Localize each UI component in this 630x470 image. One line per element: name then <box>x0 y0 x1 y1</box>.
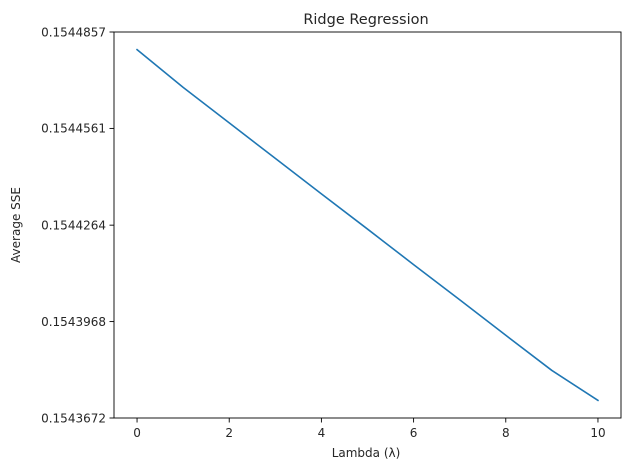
plot-frame <box>113 31 622 419</box>
y-tick-label: 0.1544857 <box>41 25 106 39</box>
plot-area <box>114 32 621 418</box>
y-tick-label: 0.1544561 <box>41 122 106 136</box>
x-tick-label: 8 <box>502 426 510 440</box>
y-tick-label: 0.1544264 <box>41 218 106 232</box>
x-axis-label: Lambda (λ) <box>332 446 401 460</box>
x-tick-label: 6 <box>410 426 418 440</box>
x-tick-label: 2 <box>225 426 233 440</box>
y-tick-label: 0.1543968 <box>41 315 106 329</box>
y-tick-label: 0.1543672 <box>41 411 106 425</box>
y-axis-ticks: 0.1543672 0.1543968 0.1544264 0.1544561 0.15… <box>41 25 114 425</box>
series-layer <box>135 48 600 402</box>
x-tick-label: 10 <box>590 426 605 440</box>
chart-title: Ridge Regression <box>303 12 428 28</box>
x-tick-label: 0 <box>133 426 141 440</box>
y-axis-label: Average SSE <box>9 187 23 263</box>
x-tick-label: 4 <box>318 426 326 440</box>
series-line <box>135 48 600 402</box>
x-axis-ticks: 0 2 4 6 8 10 <box>133 418 606 440</box>
